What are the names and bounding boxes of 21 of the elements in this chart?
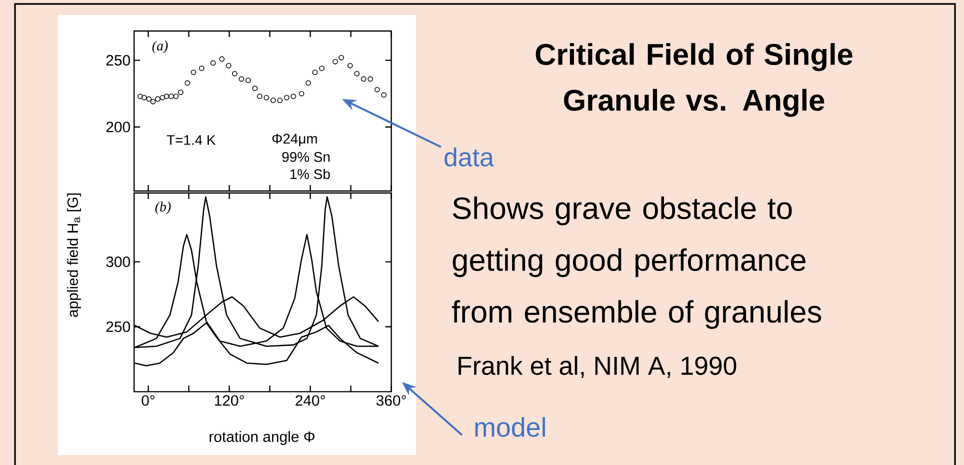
y-tick-label: 300 — [106, 256, 130, 268]
text: model — [475, 417, 545, 437]
x-tick-label: 0° — [142, 395, 155, 406]
text: Shows grave obstacle to getting good performance from ensemble of granules — [452, 196, 822, 329]
x-tick-label: 120° — [214, 395, 244, 406]
y-tick-label: 250 — [106, 321, 130, 332]
y-tick-label: 200 — [106, 122, 130, 132]
y-axis-title: applied field H$_{a}$ [G] — [67, 194, 81, 317]
annotation: (a) — [152, 40, 168, 54]
annotation: T=1.4 K — [166, 135, 216, 145]
x-axis-title: rotation angle Φ — [210, 431, 314, 445]
text: Frank et al, NIM A, 1990 — [458, 356, 736, 378]
annotation: (b) — [155, 202, 171, 214]
x-tick-label: 360° — [376, 395, 406, 406]
annotation: Φ24μm — [272, 134, 317, 146]
annotation: 1% Sb — [290, 168, 330, 180]
annotation: 99% Sn — [282, 152, 330, 162]
text: Critical Field of Single Granule vs. Angle — [536, 43, 852, 117]
x-tick-label: 240° — [296, 395, 325, 406]
y-tick-label: 250 — [106, 55, 130, 66]
text: data — [444, 147, 494, 166]
